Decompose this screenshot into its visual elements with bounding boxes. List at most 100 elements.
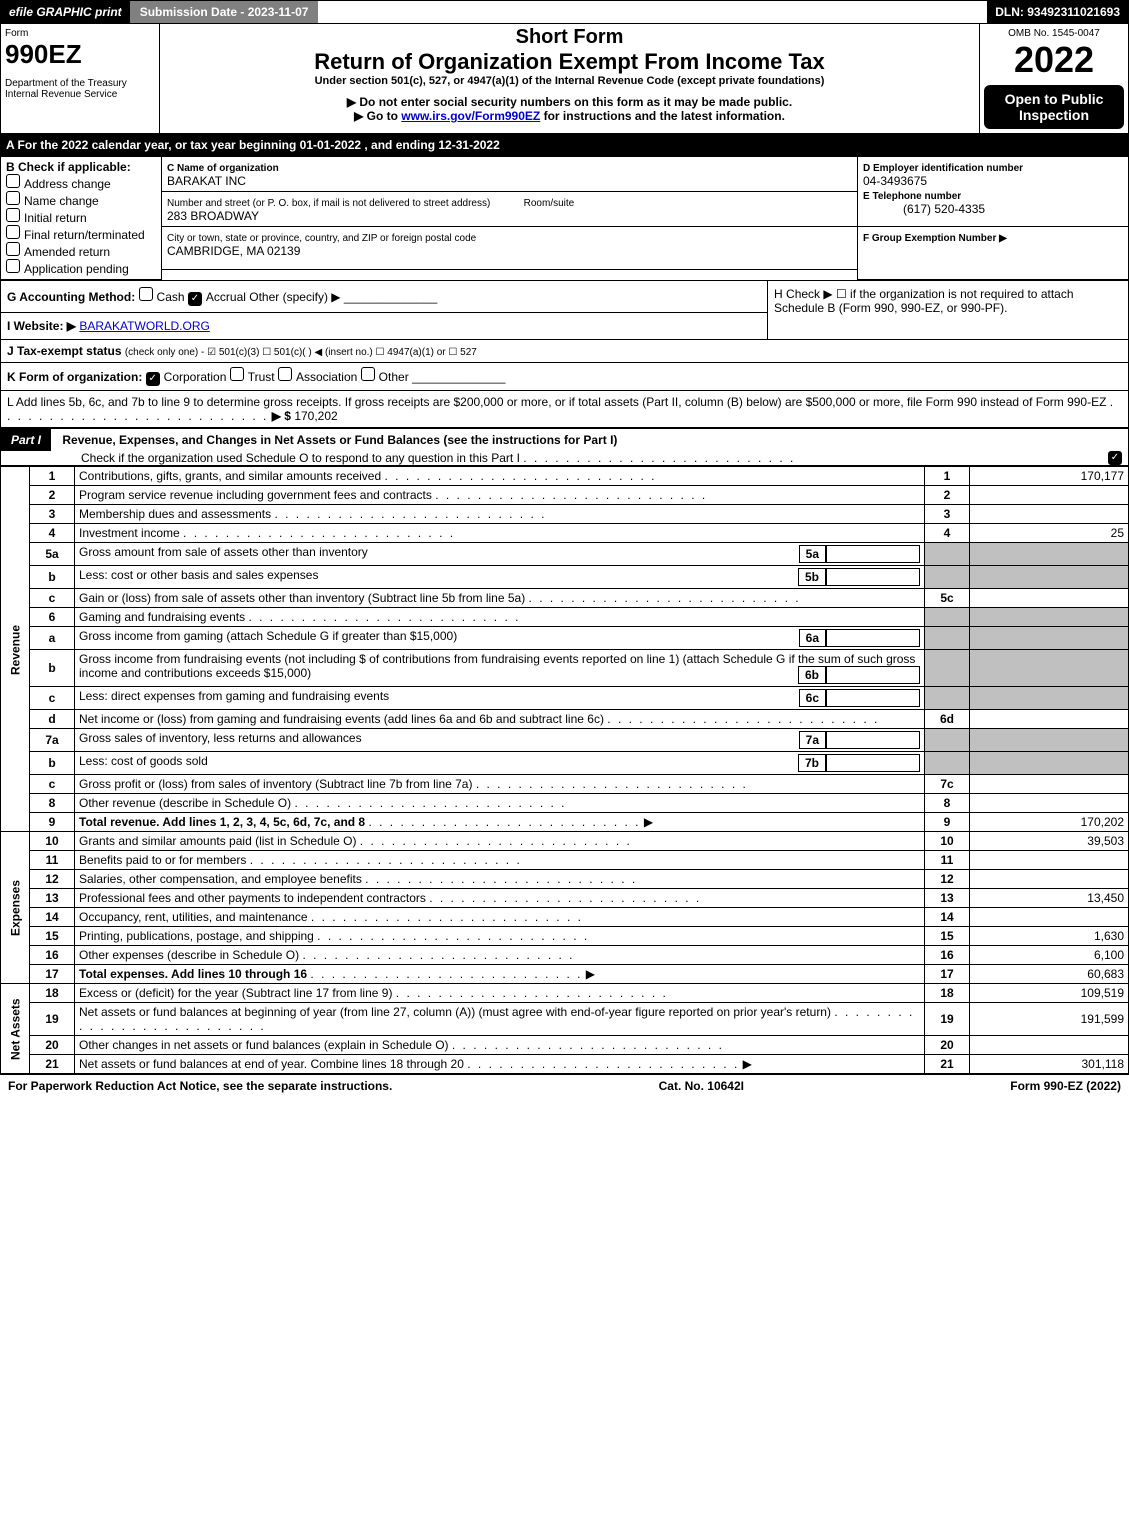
section-label: Expenses <box>1 832 30 984</box>
l-text: L Add lines 5b, 6c, and 7b to line 9 to … <box>7 395 1106 409</box>
chk-address-change[interactable] <box>6 174 20 188</box>
amount-cell <box>970 908 1129 927</box>
box-b-heading: B Check if applicable: <box>6 160 131 174</box>
table-row: bLess: cost of goods sold7b <box>1 752 1129 775</box>
part1-title: Revenue, Expenses, and Changes in Net As… <box>54 433 617 447</box>
c-street-label: Number and street (or P. O. box, if mail… <box>167 198 490 209</box>
chk-cash[interactable] <box>139 287 153 301</box>
amount-cell <box>970 710 1129 729</box>
table-row: Net Assets18Excess or (deficit) for the … <box>1 984 1129 1003</box>
line-number: b <box>30 752 75 775</box>
line-number: 21 <box>30 1055 75 1074</box>
chk-pending[interactable] <box>6 259 20 273</box>
result-number <box>925 729 970 752</box>
result-number: 6d <box>925 710 970 729</box>
table-row: 21Net assets or fund balances at end of … <box>1 1055 1129 1074</box>
bullet-2: ▶ Go to www.irs.gov/Form990EZ for instru… <box>166 109 973 123</box>
line-i: I Website: ▶ BARAKATWORLD.ORG <box>1 313 768 340</box>
line-label: Salaries, other compensation, and employ… <box>75 870 925 889</box>
line-label: Gross amount from sale of assets other t… <box>75 543 925 566</box>
amount-cell <box>970 486 1129 505</box>
line-a: A For the 2022 calendar year, or tax yea… <box>0 134 1129 156</box>
result-number: 16 <box>925 946 970 965</box>
table-row: 20Other changes in net assets or fund ba… <box>1 1036 1129 1055</box>
j-detail: (check only one) - ☑ 501(c)(3) ☐ 501(c)(… <box>125 347 477 358</box>
table-row: 13Professional fees and other payments t… <box>1 889 1129 908</box>
box-c-street: Number and street (or P. O. box, if mail… <box>162 192 858 227</box>
chk-name-change[interactable] <box>6 191 20 205</box>
result-number: 18 <box>925 984 970 1003</box>
line-number: 18 <box>30 984 75 1003</box>
amount-cell <box>970 794 1129 813</box>
amount-cell <box>970 589 1129 608</box>
line-label: Benefits paid to or for members <box>75 851 925 870</box>
result-number: 20 <box>925 1036 970 1055</box>
spacer <box>162 269 858 280</box>
chk-initial[interactable] <box>6 208 20 222</box>
footer-center: Cat. No. 10642I <box>659 1079 744 1093</box>
line-h: H Check ▶ ☐ if the organization is not r… <box>768 281 1129 340</box>
line-label: Other expenses (describe in Schedule O) <box>75 946 925 965</box>
form-header: Form 990EZ Department of the Treasury In… <box>0 24 1129 134</box>
chk-other[interactable] <box>361 367 375 381</box>
line-k: K Form of organization: ✓Corporation Tru… <box>0 363 1129 391</box>
result-number: 21 <box>925 1055 970 1074</box>
result-number <box>925 752 970 775</box>
table-row: 19Net assets or fund balances at beginni… <box>1 1003 1129 1036</box>
chk-amended[interactable] <box>6 242 20 256</box>
line-number: c <box>30 775 75 794</box>
irs-link[interactable]: www.irs.gov/Form990EZ <box>401 109 540 123</box>
table-row: 15Printing, publications, postage, and s… <box>1 927 1129 946</box>
line-j: J Tax-exempt status (check only one) - ☑… <box>0 340 1129 363</box>
line-label: Gross sales of inventory, less returns a… <box>75 729 925 752</box>
under-detail: Under section 501(c), 527, or 4947(a)(1)… <box>166 75 973 87</box>
result-number: 13 <box>925 889 970 908</box>
line-number: d <box>30 710 75 729</box>
chk-accrual[interactable]: ✓ <box>188 292 202 306</box>
result-number <box>925 566 970 589</box>
efile-print-button[interactable]: efile GRAPHIC print <box>1 1 130 23</box>
table-row: 4Investment income 425 <box>1 524 1129 543</box>
table-row: 5aGross amount from sale of assets other… <box>1 543 1129 566</box>
result-number <box>925 650 970 687</box>
table-row: dNet income or (loss) from gaming and fu… <box>1 710 1129 729</box>
c-name-label: C Name of organization <box>167 163 279 174</box>
amount-cell <box>970 627 1129 650</box>
result-number: 8 <box>925 794 970 813</box>
chk-trust[interactable] <box>230 367 244 381</box>
box-c-name: C Name of organization BARAKAT INC <box>162 157 858 192</box>
line-number: b <box>30 650 75 687</box>
line-label: Net assets or fund balances at end of ye… <box>75 1055 925 1074</box>
c-city-label: City or town, state or province, country… <box>167 233 476 244</box>
bullet2-pre: ▶ Go to <box>354 109 401 123</box>
line-label: Excess or (deficit) for the year (Subtra… <box>75 984 925 1003</box>
line-label: Gross income from fundraising events (no… <box>75 650 925 687</box>
line-label: Other revenue (describe in Schedule O) <box>75 794 925 813</box>
line-number: 15 <box>30 927 75 946</box>
line-number: c <box>30 687 75 710</box>
amount-cell: 25 <box>970 524 1129 543</box>
line-number: 11 <box>30 851 75 870</box>
line-label: Investment income <box>75 524 925 543</box>
chk-corp[interactable]: ✓ <box>146 372 160 386</box>
result-number <box>925 627 970 650</box>
line-number: 1 <box>30 467 75 486</box>
line-label: Net assets or fund balances at beginning… <box>75 1003 925 1036</box>
e-label: E Telephone number <box>863 191 961 202</box>
tax-year: 2022 <box>984 39 1124 81</box>
table-row: 2Program service revenue including gover… <box>1 486 1129 505</box>
chk-final[interactable] <box>6 225 20 239</box>
line-g: G Accounting Method: Cash ✓Accrual Other… <box>1 281 768 313</box>
result-number <box>925 608 970 627</box>
table-row: 16Other expenses (describe in Schedule O… <box>1 946 1129 965</box>
chk-schedule-o[interactable]: ✓ <box>1108 451 1122 465</box>
k-corp: Corporation <box>164 370 227 384</box>
f-label: F Group Exemption Number ▶ <box>863 233 1007 244</box>
amount-cell <box>970 566 1129 589</box>
website-link[interactable]: BARAKATWORLD.ORG <box>79 319 209 333</box>
line-number: 10 <box>30 832 75 851</box>
amount-cell <box>970 870 1129 889</box>
submission-date-button[interactable]: Submission Date - 2023-11-07 <box>130 1 319 23</box>
result-number: 9 <box>925 813 970 832</box>
chk-assoc[interactable] <box>278 367 292 381</box>
